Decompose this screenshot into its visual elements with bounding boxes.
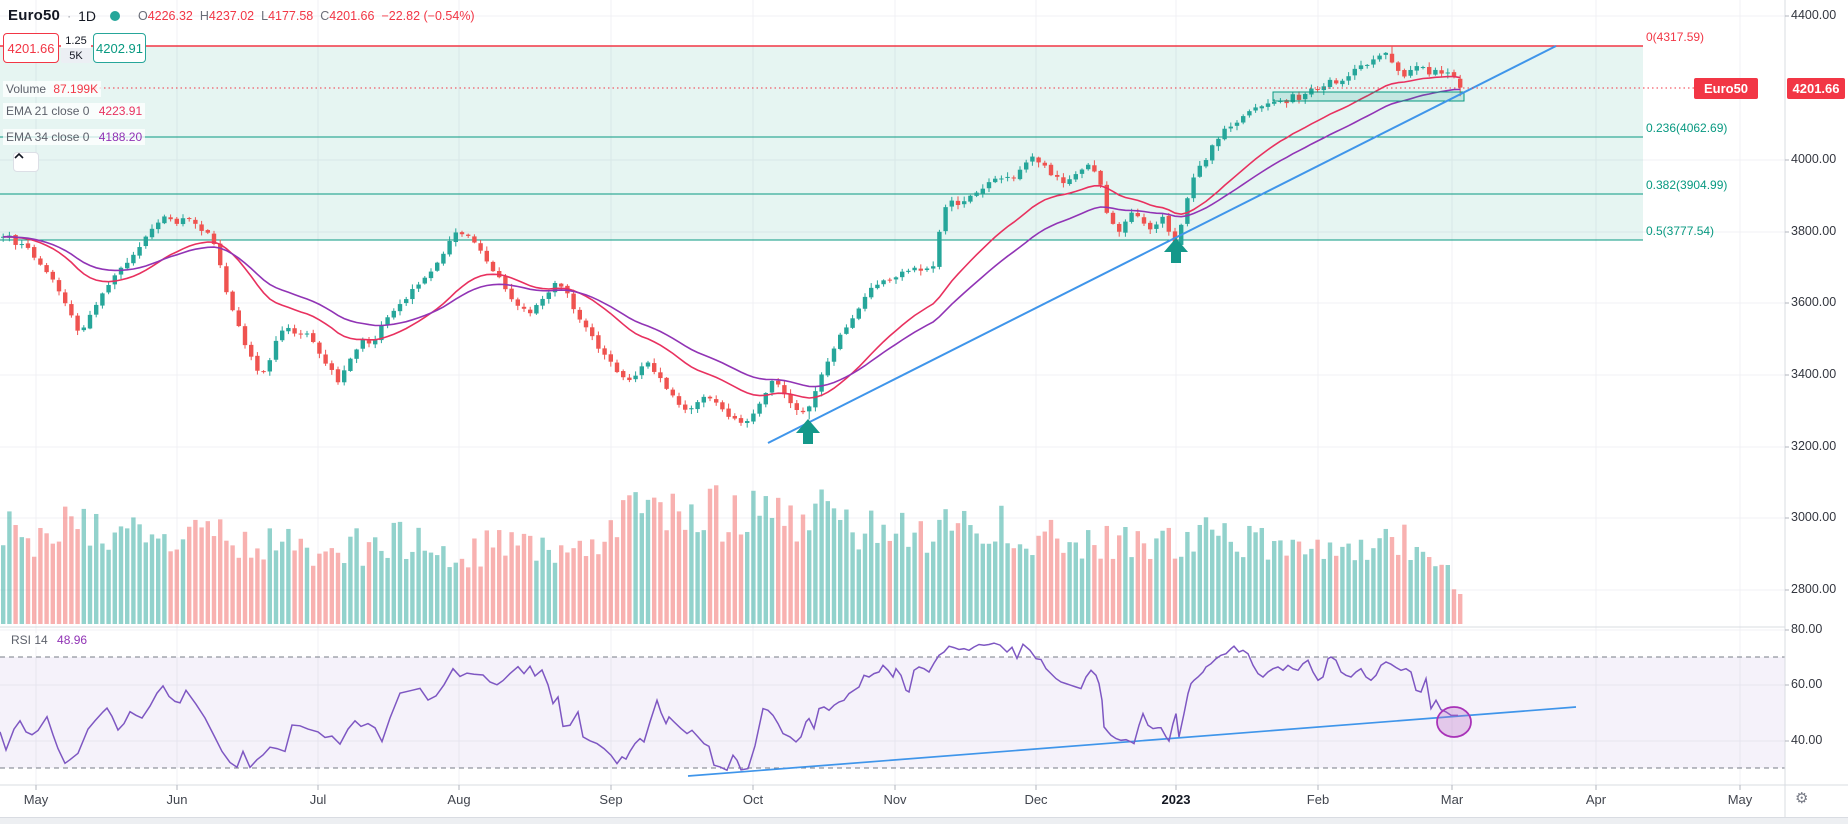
- time-axis-label: Mar: [1440, 792, 1464, 807]
- separator: ·: [67, 8, 72, 23]
- close-value: 4201.66: [329, 8, 375, 23]
- gear-icon[interactable]: ⚙: [1795, 790, 1809, 807]
- bottom-strip: [0, 817, 1848, 824]
- ema21-legend-row[interactable]: EMA 21 close 0 4223.91: [3, 103, 146, 119]
- ema34-label: EMA 34 close 0: [6, 130, 90, 144]
- time-axis-label: May: [1727, 792, 1753, 807]
- time-axis-label: Feb: [1306, 792, 1330, 807]
- price-axis-label: 3600.00: [1791, 295, 1837, 309]
- volume-value: 87.199K: [53, 82, 99, 96]
- time-axis-label: Nov: [883, 792, 907, 807]
- trendline-drawings[interactable]: [687, 45, 1577, 777]
- change-value: −22.82 (−0.54%): [381, 8, 475, 23]
- fib-retracement-drawing[interactable]: [0, 45, 1643, 241]
- price-axis-label: 2800.00: [1791, 582, 1837, 596]
- time-axis-label: Oct: [742, 792, 764, 807]
- sell-button[interactable]: 4201.66: [3, 33, 59, 63]
- ema-lines: [3, 75, 1461, 399]
- low-value: 4177.58: [268, 8, 314, 23]
- fib-level-label: 0.236(4062.69): [1646, 121, 1728, 135]
- time-axis-label: Apr: [1585, 792, 1607, 807]
- ohlc-readout: O4226.32 H4237.02 L4177.58 C4201.66 −22.…: [137, 8, 475, 23]
- chevron-up-icon: [14, 153, 24, 159]
- up-arrow-icon: [796, 419, 820, 444]
- time-axis-label: Sep: [599, 792, 623, 807]
- volume-legend-row[interactable]: Volume 87.199K: [3, 81, 102, 97]
- time-axis-label: Jul: [309, 792, 327, 807]
- symbol-name[interactable]: Euro50: [8, 7, 61, 24]
- ema34-legend-row[interactable]: EMA 34 close 0 4188.20: [3, 129, 146, 145]
- rsi-pane: [0, 656, 1785, 769]
- collapse-legend-button[interactable]: [13, 152, 39, 172]
- time-axis-label: 2023: [1161, 792, 1191, 807]
- time-axis-label: Aug: [447, 792, 471, 807]
- arrow-markers[interactable]: [796, 238, 1188, 444]
- price-axis-label: 3800.00: [1791, 224, 1837, 238]
- rsi-legend-row[interactable]: RSI 14 48.96: [8, 633, 91, 647]
- spread-info: 1.25 5K: [61, 33, 91, 63]
- ema34-line: [3, 88, 1461, 388]
- price-axis-label: 80.00: [1791, 622, 1823, 636]
- fib-level-label: 0(4317.59): [1646, 30, 1705, 44]
- ema21-line: [3, 75, 1461, 399]
- lot-size: 5K: [61, 48, 91, 63]
- interval-label[interactable]: 1D: [78, 7, 96, 24]
- time-axis-label: Jun: [166, 792, 188, 807]
- time-axis-label: May: [23, 792, 49, 807]
- open-value: 4226.32: [147, 8, 193, 23]
- volume-label: Volume: [6, 82, 47, 96]
- main-trendline: [767, 45, 1557, 444]
- price-axis-label: 4000.00: [1791, 152, 1837, 166]
- buy-button[interactable]: 4202.91: [93, 33, 146, 63]
- rsi-label: RSI 14: [11, 633, 48, 647]
- fib-level-label: 0.382(3904.99): [1646, 178, 1728, 192]
- spread-value: 1.25: [61, 33, 91, 48]
- grid-lines: [0, 0, 1785, 785]
- ema21-value: 4223.91: [98, 104, 143, 118]
- rsi-value: 48.96: [57, 633, 88, 647]
- price-axis-label: 4400.00: [1791, 8, 1837, 22]
- rsi-line[interactable]: [0, 642, 1459, 772]
- symbol-price-flag: Euro50: [1694, 78, 1758, 99]
- volume-series: [1, 485, 1463, 624]
- price-axis-label: 3000.00: [1791, 510, 1837, 524]
- price-axis-label: 3200.00: [1791, 439, 1837, 453]
- rsi-trendline: [687, 706, 1577, 777]
- symbol-legend: Euro50 · 1D O4226.32 H4237.02 L4177.58 C…: [8, 7, 475, 24]
- highlight-ellipse-drawing[interactable]: [1436, 706, 1472, 738]
- price-axis-label: 40.00: [1791, 733, 1823, 747]
- ema34-value: 4188.20: [98, 130, 143, 144]
- bid-ask-panel: 4201.66 1.25 5K 4202.91: [3, 33, 146, 63]
- price-axis-label: 60.00: [1791, 677, 1823, 691]
- fib-level-label: 0.5(3777.54): [1646, 224, 1715, 238]
- market-status-dot-icon: [109, 10, 120, 21]
- range-box-drawing[interactable]: [1272, 91, 1465, 102]
- price-axis-label: 3400.00: [1791, 367, 1837, 381]
- last-price-axis-badge: 4201.66: [1787, 78, 1845, 99]
- up-arrow-icon: [1164, 238, 1188, 263]
- ema21-label: EMA 21 close 0: [6, 104, 90, 118]
- time-axis-label: Dec: [1024, 792, 1048, 807]
- high-value: 4237.02: [208, 8, 255, 23]
